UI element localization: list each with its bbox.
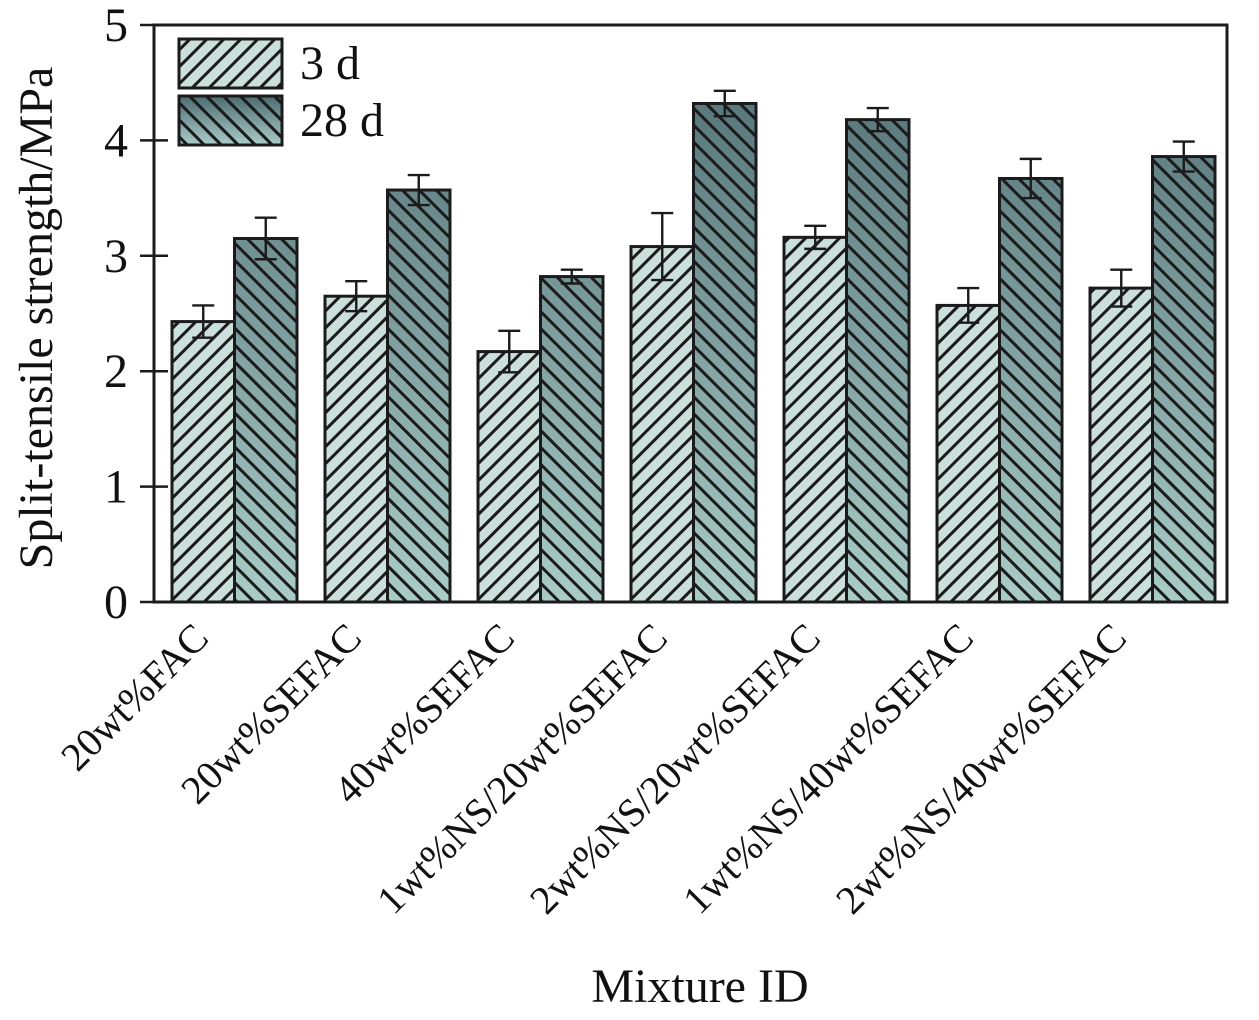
bar-28d — [386, 188, 452, 604]
error-bars-layer — [192, 89, 1195, 374]
bar-28d — [845, 118, 911, 604]
legend-swatch-28d-hatch — [177, 94, 284, 147]
y-tick-label: 5 — [104, 0, 128, 52]
bar-3d — [629, 245, 695, 604]
y-tick-label: 1 — [104, 461, 128, 514]
bar-3d — [323, 294, 389, 604]
legend-swatch-3d-hatch — [177, 37, 284, 90]
bar-3d — [1088, 286, 1154, 604]
bar-28d — [1151, 155, 1217, 604]
bar-28d — [692, 101, 758, 604]
y-tick-label: 3 — [104, 230, 128, 283]
legend-item-28d: 28 d — [177, 94, 384, 147]
bar-3d — [170, 320, 236, 604]
y-tick-label: 4 — [104, 114, 128, 167]
bar-28d — [998, 176, 1064, 604]
y-tick-label: 2 — [104, 345, 128, 398]
bar-28d — [233, 236, 299, 604]
legend-item-3d: 3 d — [177, 37, 360, 90]
legend-label-28d: 28 d — [300, 94, 384, 147]
legend: 3 d 28 d — [177, 37, 384, 147]
bars-layer — [170, 101, 1217, 604]
bar-3d — [476, 350, 542, 604]
y-tick-label: 0 — [104, 576, 128, 629]
y-axis-title: Split-tensile strength/MPa — [10, 67, 63, 570]
legend-label-3d: 3 d — [300, 37, 360, 90]
bar-3d — [935, 303, 1001, 604]
bar-28d — [539, 275, 605, 604]
x-axis-title: Mixture ID — [591, 960, 808, 1013]
bar-3d — [782, 235, 848, 604]
plot-frame — [152, 23, 1229, 604]
